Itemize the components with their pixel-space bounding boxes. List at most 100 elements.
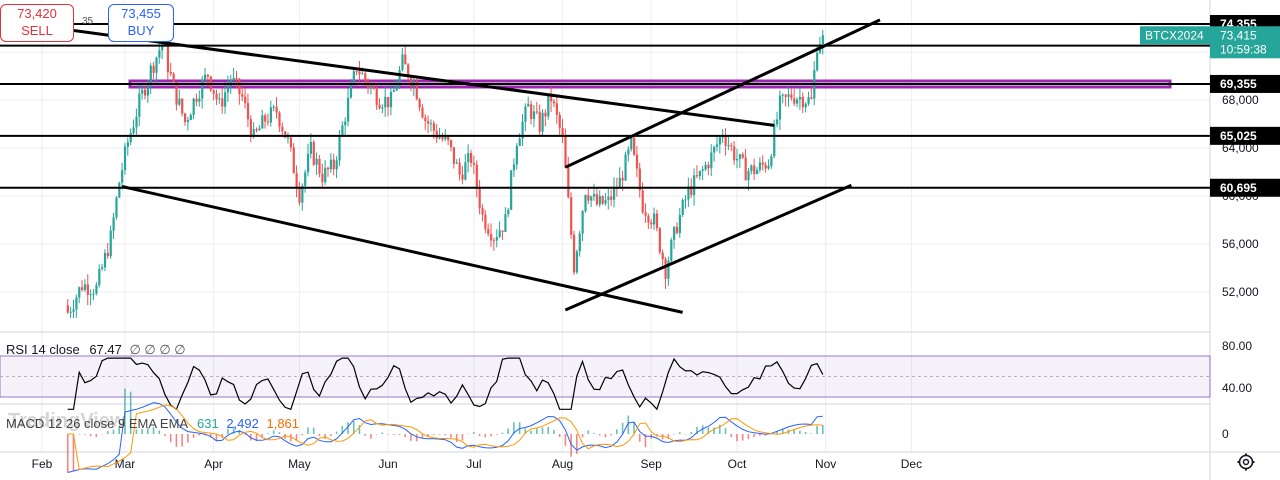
candle-body	[166, 46, 170, 73]
candle-body	[618, 177, 621, 189]
macd-histogram-bar	[661, 434, 664, 440]
macd-histogram-bar	[444, 434, 447, 436]
candle-body	[787, 94, 790, 97]
macd-histogram-bar	[398, 434, 401, 436]
candle-body	[681, 200, 684, 215]
macd-histogram-bar	[192, 434, 195, 438]
candle-body	[215, 93, 218, 100]
candle-body	[718, 137, 722, 145]
candle-body	[764, 164, 767, 169]
candle-body	[592, 194, 596, 197]
candle-body	[252, 129, 255, 137]
candle-body	[218, 98, 221, 100]
candle-body	[532, 111, 536, 119]
candle-body	[135, 116, 138, 128]
candle-body	[89, 294, 92, 296]
gear-icon[interactable]	[1236, 452, 1256, 472]
candle-body	[169, 72, 172, 74]
candle-body	[372, 86, 375, 89]
macd-histogram-bar	[598, 434, 601, 436]
candle-body	[647, 215, 650, 223]
candle-body	[244, 96, 247, 104]
candle-body	[530, 104, 533, 119]
trendline-lower-ascending	[564, 183, 852, 312]
rsi-line	[67, 357, 824, 411]
candle-body	[458, 162, 461, 175]
candle-body	[721, 136, 724, 138]
candle-body	[324, 167, 327, 183]
candle-body	[83, 284, 87, 290]
candle-body	[561, 128, 564, 135]
candle-body	[658, 228, 661, 253]
candle-body	[355, 71, 358, 73]
macd-histogram-bar	[547, 426, 550, 434]
macd-histogram-bar	[507, 428, 509, 434]
macd-legend[interactable]: MACD 12 26 close 9 EMA EMA 631 2,492 1,8…	[6, 416, 299, 431]
level-label: 65,025	[1220, 129, 1257, 143]
candle-body	[212, 89, 215, 94]
candle-body	[78, 287, 81, 298]
macd-histogram-bar	[404, 434, 407, 438]
symbol-tag: BTCX2024	[1145, 28, 1204, 42]
macd-histogram-bar	[164, 434, 166, 436]
candle-body	[424, 117, 427, 122]
candle-body	[198, 98, 201, 102]
macd-histogram-bar	[204, 434, 206, 436]
candle-body	[578, 233, 581, 252]
price-tick-label: 52,000	[1222, 285, 1259, 299]
rsi-label: RSI 14 close	[6, 342, 80, 357]
macd-histogram-bar	[696, 426, 698, 434]
candle-body	[564, 134, 567, 168]
candle-body	[695, 175, 699, 177]
candle-body	[232, 77, 235, 81]
time-axis[interactable]: Feb Mar Apr May Jun Jul Aug Sep Oct Nov Dec	[32, 457, 922, 471]
candle-body	[687, 186, 690, 200]
macd-histogram-bar	[433, 434, 435, 435]
level-label-box	[1210, 126, 1280, 145]
candle-body	[352, 71, 355, 84]
last-price-box	[1210, 26, 1280, 59]
candle-body	[72, 309, 75, 312]
macd-histogram-bar	[776, 431, 778, 434]
macd-histogram-bar	[370, 434, 372, 439]
candle-body	[727, 145, 730, 147]
candle-body	[490, 233, 493, 241]
candle-body	[693, 175, 696, 196]
macd-histogram-bar	[267, 433, 269, 434]
candle-body	[381, 107, 384, 109]
rsi-legend[interactable]: RSI 14 close 67.47 ∅ ∅ ∅ ∅	[6, 342, 186, 358]
macd-histogram-bar	[799, 430, 801, 434]
candle-body	[258, 128, 261, 131]
candle-body	[504, 214, 507, 232]
candle-body	[804, 103, 807, 108]
candle-body	[129, 133, 132, 143]
candle-body	[347, 97, 350, 122]
rsi-pane[interactable]: 80.00 40.00	[0, 339, 1252, 411]
candle-body	[655, 213, 659, 229]
time-tick-label: Mar	[115, 457, 136, 471]
macd-pane[interactable]: 0	[66, 388, 1229, 473]
candle-body	[95, 285, 98, 294]
level-label-box	[1210, 178, 1280, 197]
macd-histogram-bar	[673, 433, 675, 435]
buy-button[interactable]: 73,455 BUY	[108, 4, 174, 42]
macd-histogram-bar	[358, 425, 361, 434]
rsi-value: 67.47	[89, 342, 122, 357]
macd-histogram-bar	[118, 427, 121, 434]
sell-button[interactable]: 73,420 SELL	[0, 4, 74, 42]
candle-body	[455, 162, 458, 164]
candle-body	[733, 146, 736, 161]
price-axis[interactable]: 52,00056,00060,00064,00068,00072,00074,3…	[1140, 15, 1280, 299]
macd-histogram-bar	[89, 434, 92, 437]
macd-histogram-bar	[438, 434, 441, 435]
candle-body	[552, 101, 556, 104]
macd-histogram-bar	[84, 434, 86, 435]
macd-histogram-bar	[381, 432, 384, 434]
candle-body	[255, 129, 258, 131]
candle-body	[550, 96, 553, 102]
candle-body	[375, 88, 378, 105]
candle-body	[653, 213, 656, 225]
candle-body	[724, 136, 727, 146]
candle-body	[427, 121, 430, 124]
